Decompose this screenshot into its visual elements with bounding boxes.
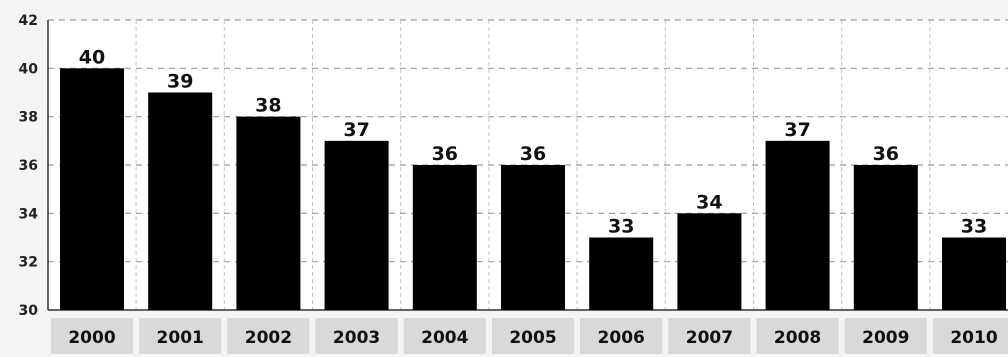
x-tick-label: 2010 — [950, 328, 997, 348]
x-tick-label: 2001 — [157, 328, 204, 348]
bar — [60, 68, 124, 310]
x-tick-cell — [491, 318, 575, 354]
x-tick-cell — [315, 318, 398, 354]
x-tick-label: 2003 — [333, 328, 380, 348]
bar — [853, 165, 918, 310]
x-tick-cell — [756, 318, 839, 354]
bar-value-label: 40 — [79, 46, 105, 68]
x-tick-cell — [932, 318, 1008, 354]
bar-value-label: 36 — [520, 143, 546, 165]
y-tick-label: 38 — [19, 110, 38, 126]
bar — [765, 140, 830, 310]
x-tick-label: 2008 — [774, 328, 821, 348]
x-tick-cell — [844, 318, 927, 354]
bar-value-label: 33 — [961, 216, 987, 238]
bar-value-label: 38 — [255, 95, 281, 117]
x-tick-label: 2004 — [421, 328, 468, 348]
bar — [412, 165, 477, 310]
x-tick-label: 2009 — [862, 328, 909, 348]
x-tick-cell — [139, 318, 222, 354]
x-tick-label: 2006 — [598, 328, 645, 348]
x-tick-label: 2002 — [245, 328, 292, 348]
bars — [60, 68, 1006, 311]
bar — [148, 92, 213, 310]
bar — [236, 116, 301, 311]
bar — [589, 237, 654, 310]
y-tick-label: 32 — [19, 255, 38, 271]
bar-value-label: 33 — [608, 216, 634, 238]
x-tick-cell — [580, 318, 663, 354]
x-tick-cell — [50, 318, 134, 354]
bar-value-label: 37 — [343, 119, 369, 141]
bar-value-label: 36 — [432, 143, 458, 165]
data-labels: 40 39 38 37 36 36 33 34 37 36 33 — [79, 46, 987, 237]
y-tick-label: 36 — [19, 158, 38, 174]
x-axis: 2000 2001 2002 2003 2004 2005 2006 2007 2008 2009… — [50, 318, 1008, 354]
y-tick-label: 30 — [19, 303, 39, 319]
bar-value-label: 34 — [696, 191, 722, 213]
y-tick-label: 42 — [19, 13, 38, 29]
bar-value-label: 39 — [167, 71, 193, 93]
x-tick-label: 2000 — [68, 328, 115, 348]
x-tick-cell — [227, 318, 310, 354]
x-tick-label: 2007 — [686, 328, 733, 348]
bar — [942, 237, 1006, 310]
bar — [677, 213, 742, 310]
x-tick-cell — [668, 318, 751, 354]
x-tick-cell — [403, 318, 486, 354]
y-axis-ticks: 30 32 34 36 38 40 42 — [19, 13, 39, 319]
bar-value-label: 36 — [873, 143, 899, 165]
y-tick-label: 34 — [19, 206, 39, 222]
bar — [501, 165, 565, 310]
x-tick-label: 2005 — [509, 328, 556, 348]
bar — [324, 140, 389, 310]
bar-value-label: 37 — [784, 119, 810, 141]
y-tick-label: 40 — [19, 61, 39, 77]
